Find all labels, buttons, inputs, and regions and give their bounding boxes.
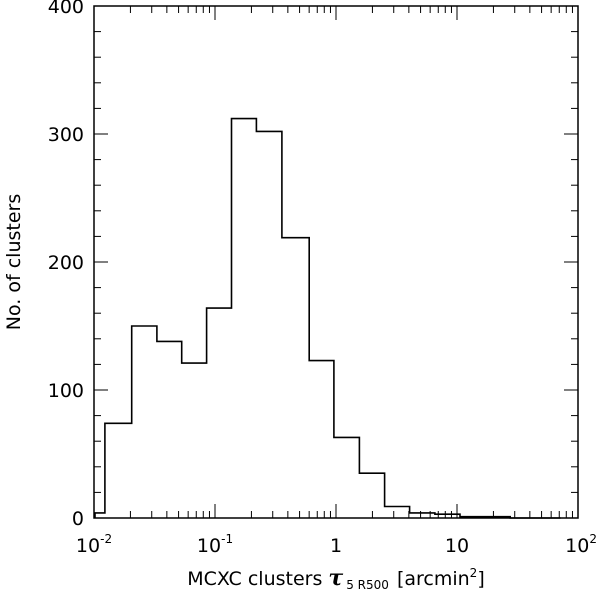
y-tick-label: 300 <box>48 124 84 146</box>
y-tick-labels: 0 100 200 300 400 <box>48 0 84 530</box>
x-tick-label: 102 <box>565 532 597 557</box>
y-axis-title: No. of clusters <box>3 194 25 330</box>
x-tick-label: 1 <box>330 535 342 557</box>
y-tick-label: 100 <box>48 380 84 402</box>
y-tick-label: 200 <box>48 252 84 274</box>
x-tick-labels: 10-2 10-1 1 10 102 <box>76 532 597 557</box>
histogram-step-line <box>94 117 561 519</box>
plot-frame <box>93 5 579 519</box>
x-tick-label: 10-2 <box>76 532 112 557</box>
y-tick-label: 400 <box>48 0 84 18</box>
x-tick-label: 10 <box>445 535 469 557</box>
axis-ticks <box>93 5 578 519</box>
y-tick-label: 0 <box>72 508 84 530</box>
x-tick-label: 10-1 <box>197 532 233 557</box>
